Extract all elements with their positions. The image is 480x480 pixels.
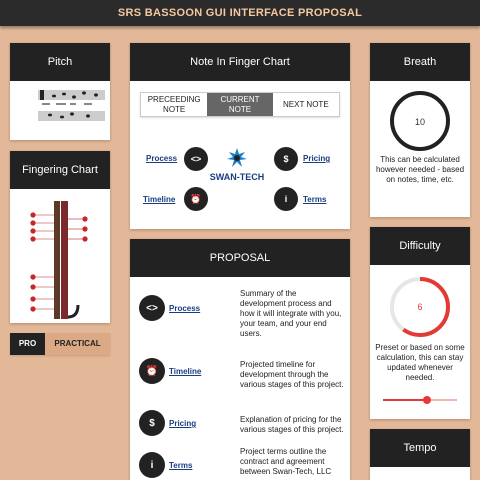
proposal-pricing-button[interactable]: $ bbox=[139, 410, 165, 436]
sheet-music-image bbox=[38, 90, 105, 121]
note-tabs: PRECEEDING NOTE CURRENT NOTE NEXT NOTE bbox=[140, 92, 340, 117]
app-title-bar: SRS BASSOON GUI INTERFACE PROPOSAL bbox=[0, 0, 480, 26]
difficulty-slider[interactable] bbox=[383, 396, 457, 404]
proposal-card: PROPOSAL bbox=[130, 239, 350, 480]
proposal-title: PROPOSAL bbox=[130, 239, 350, 277]
proposal-timeline-button[interactable]: ⏰ bbox=[139, 358, 165, 384]
tab-preceeding-note[interactable]: PRECEEDING NOTE bbox=[147, 94, 201, 114]
fingering-chart-card: Fingering Chart bbox=[10, 151, 110, 323]
info-icon: i bbox=[284, 194, 288, 204]
proposal-pricing-desc: Explanation of pricing for the various s… bbox=[240, 415, 344, 434]
proposal-pricing-link[interactable]: Pricing bbox=[169, 419, 197, 428]
info-icon: i bbox=[150, 459, 154, 471]
pricing-link[interactable]: Pricing bbox=[303, 154, 331, 163]
code-icon: <> bbox=[190, 154, 202, 164]
pitch-title: Pitch bbox=[10, 43, 110, 81]
proposal-timeline-link[interactable]: Timeline bbox=[169, 367, 202, 376]
tab-current-note[interactable]: CURRENT NOTE bbox=[207, 93, 273, 116]
breath-desc: This can be calculated however needed - … bbox=[375, 155, 465, 184]
tempo-card: Tempo bbox=[370, 429, 470, 480]
tempo-title: Tempo bbox=[370, 429, 470, 467]
tab-next-note[interactable]: NEXT NOTE bbox=[283, 99, 329, 109]
breath-value: 10 bbox=[414, 117, 425, 127]
difficulty-ring bbox=[390, 277, 450, 337]
slider-thumb[interactable] bbox=[423, 396, 432, 404]
timeline-button[interactable]: ⏰ bbox=[184, 187, 208, 211]
proposal-terms-button[interactable]: i bbox=[139, 452, 165, 478]
dollar-icon: $ bbox=[149, 417, 155, 429]
note-finger-chart-title: Note In Finger Chart bbox=[130, 43, 350, 81]
alarm-clock-icon: ⏰ bbox=[190, 193, 202, 204]
app-title: SRS BASSOON GUI INTERFACE PROPOSAL bbox=[117, 7, 363, 19]
process-button[interactable]: <> bbox=[184, 147, 208, 171]
proposal-process-button[interactable]: <> bbox=[139, 295, 165, 321]
difficulty-card: Difficulty 6 Preset or based on some cal… bbox=[370, 227, 470, 419]
process-link[interactable]: Process bbox=[146, 154, 178, 163]
mode-practical-button[interactable]: PRACTICAL bbox=[45, 333, 110, 355]
pitch-card: Pitch bbox=[10, 43, 110, 140]
code-icon: <> bbox=[146, 302, 158, 314]
pricing-button[interactable]: $ bbox=[274, 147, 298, 171]
proposal-timeline-desc: Projected timeline for development throu… bbox=[240, 360, 344, 389]
terms-link[interactable]: Terms bbox=[303, 195, 327, 204]
difficulty-value: 6 bbox=[417, 302, 423, 312]
alarm-clock-icon: ⏰ bbox=[145, 365, 159, 377]
difficulty-title: Difficulty bbox=[370, 227, 470, 265]
fingering-mode-toggle: PRO PRACTICAL bbox=[10, 333, 110, 355]
mode-pro-button[interactable]: PRO bbox=[10, 333, 45, 355]
proposal-process-link[interactable]: Process bbox=[169, 304, 201, 313]
bassoon-diagram bbox=[30, 201, 88, 319]
timeline-link[interactable]: Timeline bbox=[143, 195, 176, 204]
dollar-icon: $ bbox=[283, 154, 289, 164]
terms-button[interactable]: i bbox=[274, 187, 298, 211]
logo-mark bbox=[227, 148, 247, 167]
breath-title: Breath bbox=[370, 43, 470, 81]
proposal-terms-desc: Project terms outline the contract and a… bbox=[240, 447, 332, 476]
difficulty-desc: Preset or based on some calculation, thi… bbox=[375, 343, 465, 382]
fingering-chart-title: Fingering Chart bbox=[10, 151, 110, 189]
breath-ring bbox=[390, 91, 450, 151]
breath-card: Breath 10 This can be calculated however… bbox=[370, 43, 470, 217]
proposal-terms-link[interactable]: Terms bbox=[169, 461, 193, 470]
logo-text: SWAN-TECH bbox=[209, 172, 265, 182]
note-finger-chart-card: Note In Finger Chart bbox=[130, 43, 350, 229]
swan-tech-logo: SWAN-TECH bbox=[208, 147, 266, 183]
proposal-process-desc: Summary of the development process and h… bbox=[240, 289, 342, 338]
